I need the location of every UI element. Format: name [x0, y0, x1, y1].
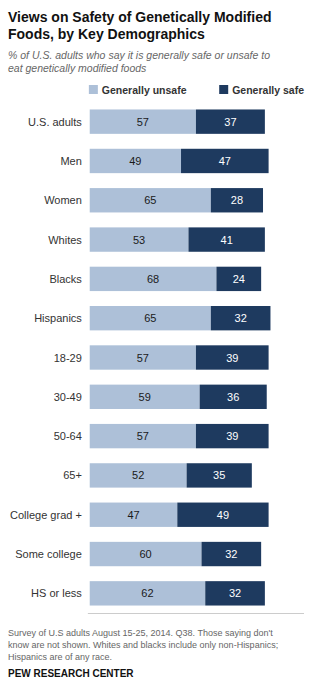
data-label: 24	[233, 273, 245, 285]
category-label: Whites	[48, 234, 82, 246]
bar	[90, 227, 189, 251]
bar	[90, 345, 196, 369]
category-label: 65+	[63, 469, 82, 481]
data-label: 32	[235, 312, 247, 324]
bar	[211, 188, 263, 212]
legend-label: Generally safe	[232, 84, 304, 96]
data-label: 32	[229, 587, 241, 599]
data-label: 59	[139, 391, 151, 403]
data-label: 49	[217, 509, 229, 521]
bar	[196, 424, 269, 448]
bar	[90, 463, 187, 487]
data-label: 62	[141, 587, 153, 599]
data-label: 52	[132, 469, 144, 481]
data-label: 37	[224, 116, 236, 128]
bar	[90, 542, 202, 566]
bars	[90, 109, 271, 605]
category-label: 18-29	[54, 352, 82, 364]
bar	[90, 109, 196, 133]
data-label: 35	[213, 469, 225, 481]
category-label: Some college	[15, 548, 82, 560]
data-label: 39	[226, 430, 238, 442]
category-label: Blacks	[49, 273, 82, 285]
bar	[90, 503, 178, 527]
y-tick-labels: U.S. adults Men Women Whites Blacks Hispanics…	[10, 116, 82, 600]
category-label: College grad +	[10, 509, 82, 521]
data-label: 68	[147, 273, 159, 285]
data-label: 57	[137, 352, 149, 364]
source: PEW RESEARCH CENTER	[8, 668, 134, 679]
bar	[181, 149, 269, 173]
bar	[196, 109, 265, 133]
chart: Views on Safety of Genetically ModifiedF…	[0, 0, 312, 686]
bar	[90, 188, 211, 212]
bar	[205, 581, 265, 605]
bar	[188, 227, 264, 251]
bar	[90, 581, 206, 605]
data-label: 49	[129, 155, 141, 167]
bar	[202, 542, 262, 566]
data-label: 39	[226, 352, 238, 364]
legend-swatch	[219, 85, 228, 94]
data-label: 57	[137, 430, 149, 442]
bar	[90, 385, 200, 409]
legend-swatch	[89, 85, 98, 94]
x-axis-line	[88, 613, 304, 614]
legend-label: Generally unsafe	[102, 84, 187, 96]
bar	[177, 503, 268, 527]
data-label: 32	[225, 548, 237, 560]
bar	[216, 267, 261, 291]
data-label: 41	[221, 234, 233, 246]
data-label: 28	[231, 194, 243, 206]
data-label: 53	[133, 234, 145, 246]
legend: Generally unsafe Generally safe	[89, 84, 304, 96]
title: Views on Safety of Genetically ModifiedF…	[8, 9, 271, 42]
data-label: 36	[227, 391, 239, 403]
category-label: HS or less	[31, 587, 82, 599]
data-label: 57	[137, 116, 149, 128]
category-label: Hispanics	[34, 312, 82, 324]
bar	[211, 306, 271, 330]
category-label: Women	[44, 194, 82, 206]
bar	[90, 424, 196, 448]
data-labels: 57 37 49 47 65 28 53 41 68 24 65 32 57 39 59 36 57 39 52 35…	[127, 116, 246, 600]
data-label: 47	[219, 155, 231, 167]
bar	[90, 267, 217, 291]
data-label: 65	[144, 312, 156, 324]
data-label: 47	[127, 509, 139, 521]
category-label: 30-49	[54, 391, 82, 403]
data-label: 60	[139, 548, 151, 560]
bar	[187, 463, 252, 487]
bar	[200, 385, 267, 409]
data-label: 65	[144, 194, 156, 206]
bar	[90, 306, 211, 330]
footnote: Survey of U.S adults August 15-25, 2014.…	[8, 628, 278, 662]
category-label: Men	[60, 155, 81, 167]
subtitle: % of U.S. adults who say it is generally…	[8, 49, 270, 74]
category-label: U.S. adults	[28, 116, 82, 128]
bar	[90, 149, 181, 173]
bar	[196, 345, 269, 369]
category-label: 50-64	[54, 430, 82, 442]
